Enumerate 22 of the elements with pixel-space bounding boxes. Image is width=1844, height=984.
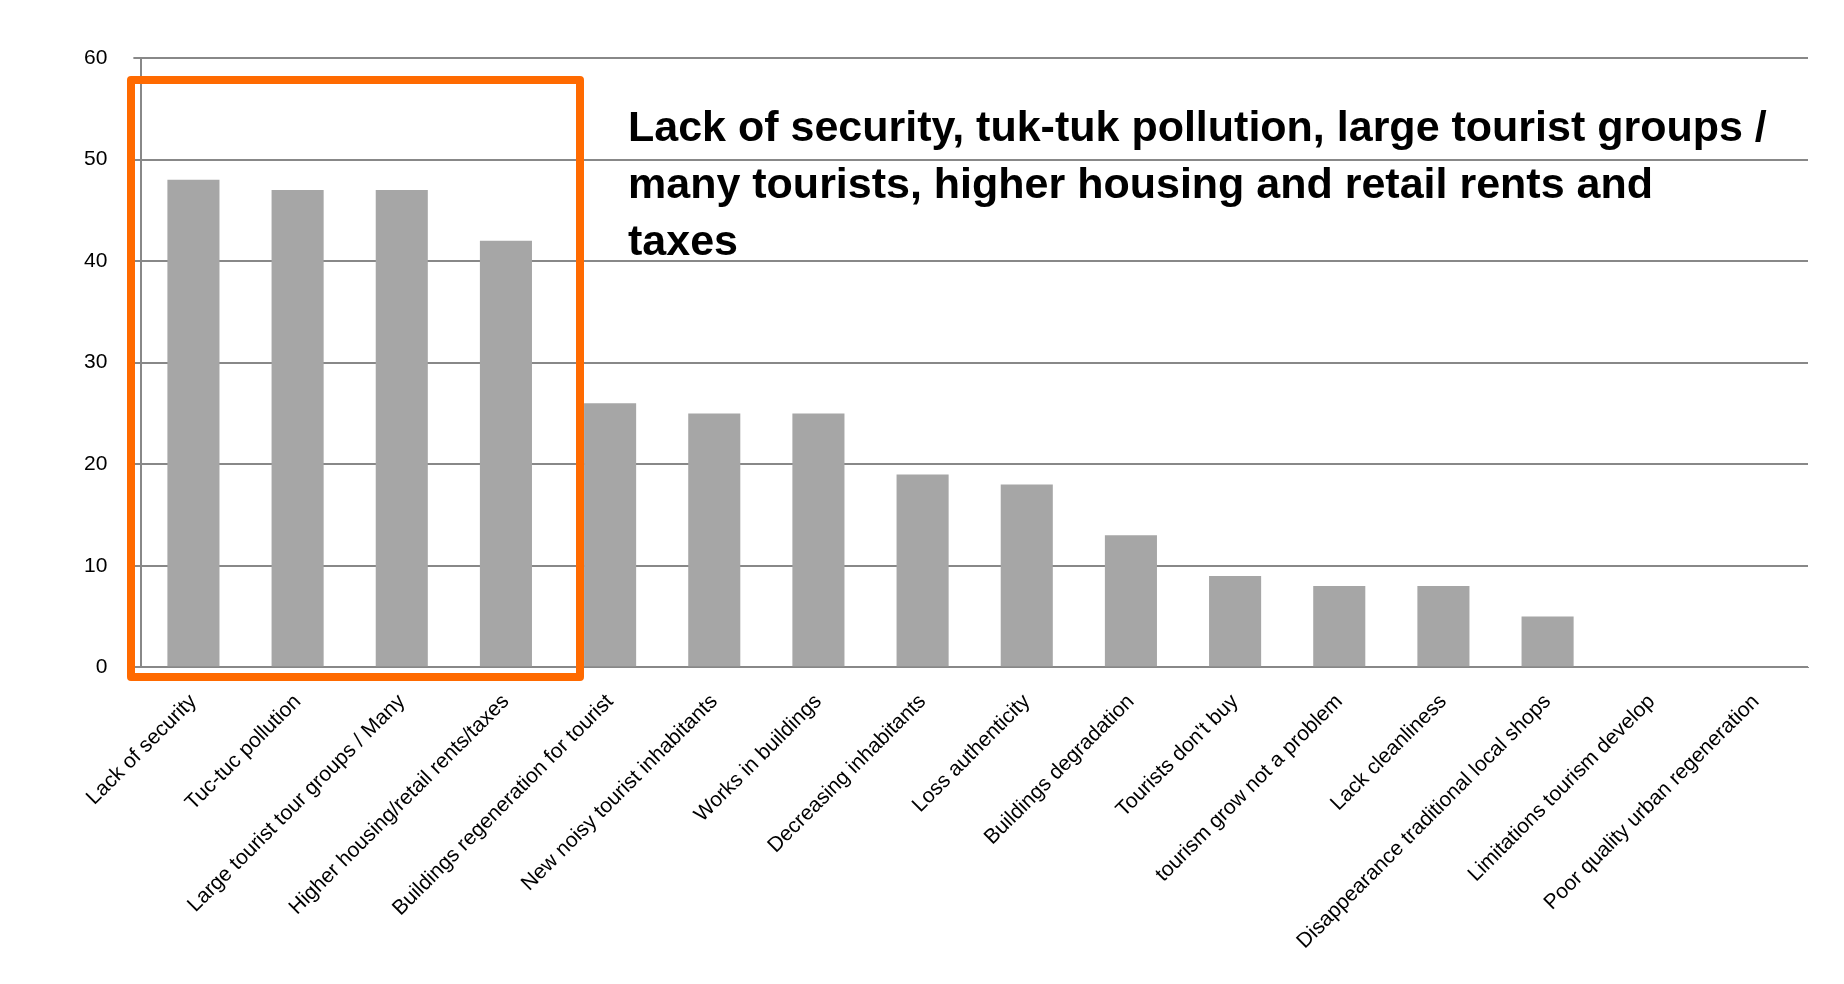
bar bbox=[1209, 575, 1262, 667]
bar bbox=[1104, 535, 1157, 667]
bar bbox=[792, 413, 845, 667]
y-tick-label: 0 bbox=[95, 654, 108, 678]
bar bbox=[271, 190, 324, 667]
y-tick-label: 50 bbox=[84, 146, 108, 170]
bar bbox=[167, 179, 220, 667]
y-tick-label: 10 bbox=[84, 552, 108, 576]
y-tick-label: 30 bbox=[84, 349, 108, 373]
y-tick-label: 20 bbox=[84, 451, 108, 475]
bar bbox=[1521, 616, 1574, 667]
bar bbox=[896, 474, 949, 667]
bar bbox=[1000, 484, 1053, 667]
bar bbox=[584, 403, 637, 667]
annotation: Lack of security, tuk-tuk pollution, large tourist groups / many tourists, higher housing and retail rents and taxes bbox=[628, 101, 1768, 266]
bar bbox=[1313, 586, 1366, 667]
bar bbox=[688, 413, 741, 667]
y-tick-label: 60 bbox=[84, 44, 108, 68]
bar bbox=[1417, 586, 1470, 667]
bar bbox=[375, 190, 428, 667]
bar bbox=[479, 240, 532, 667]
y-tick-label: 40 bbox=[84, 247, 108, 271]
